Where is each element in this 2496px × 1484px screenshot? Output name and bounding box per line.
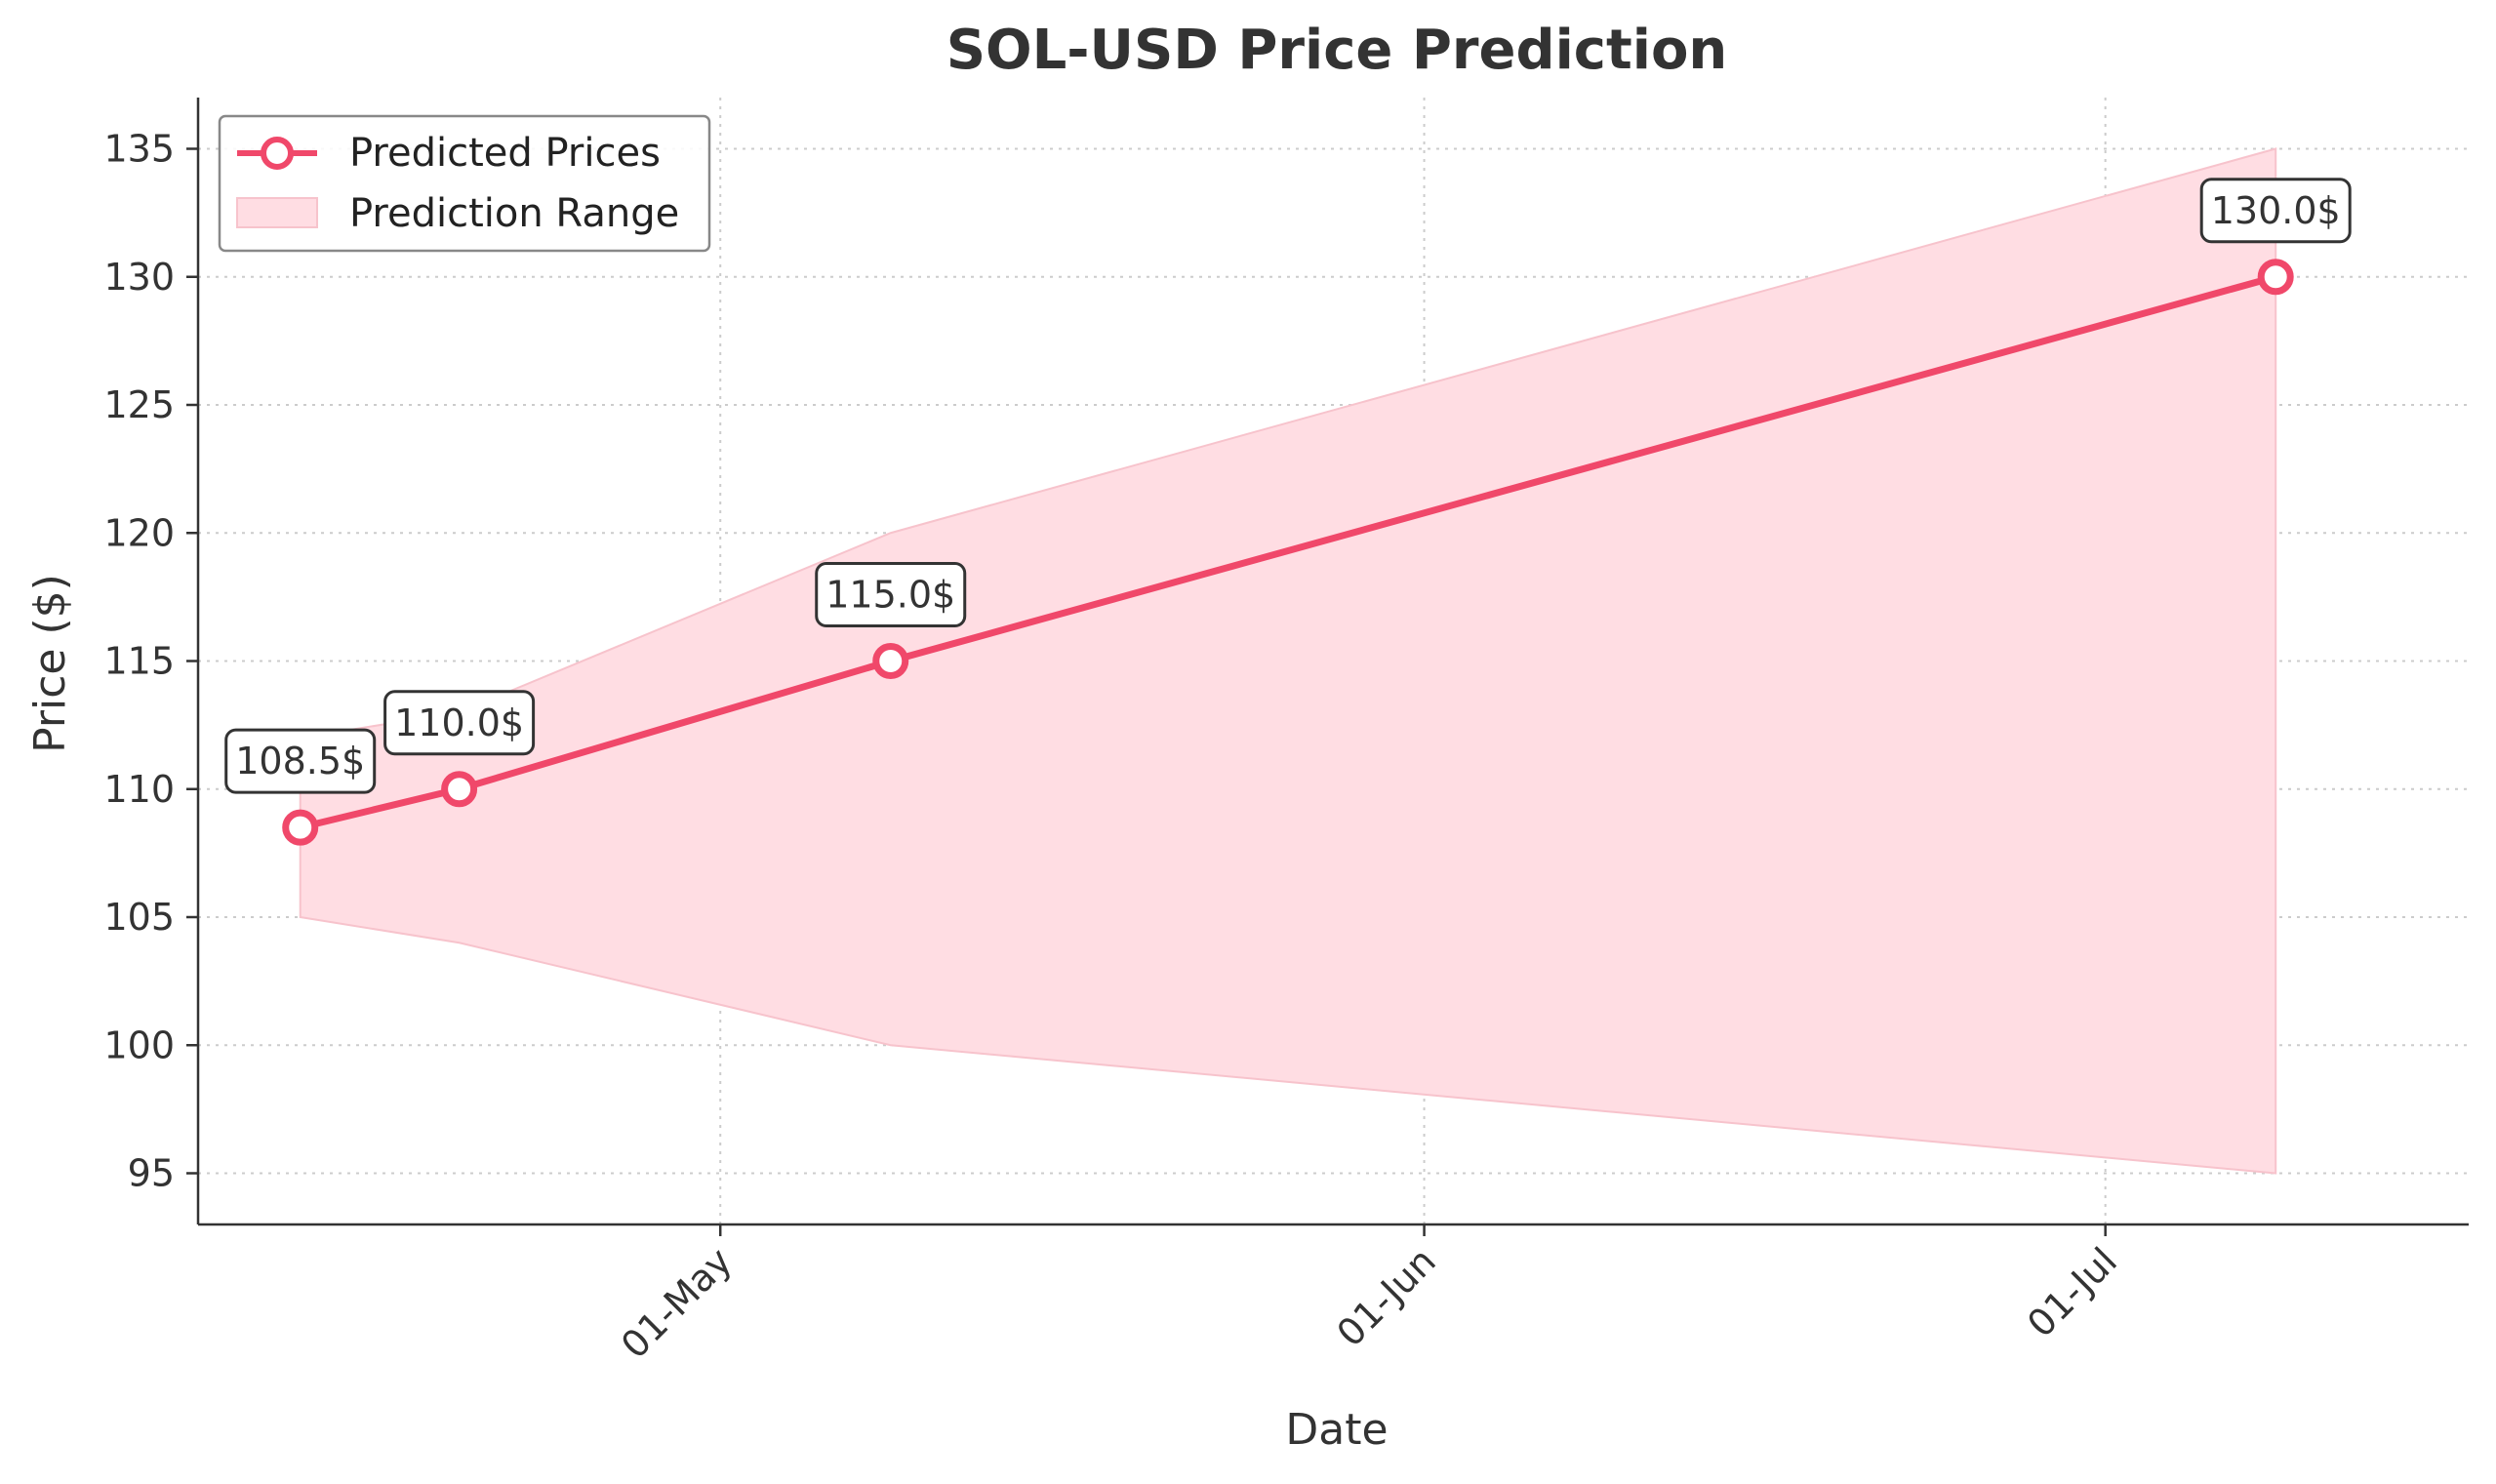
line-layer xyxy=(299,273,2277,831)
legend-marker-swatch xyxy=(261,137,294,170)
data-label: 110.0$ xyxy=(394,702,524,744)
x-tick-label: 01-Jun xyxy=(1328,1239,1443,1354)
data-label: 108.5$ xyxy=(235,740,365,782)
data-label-box xyxy=(2199,178,2352,244)
marker-layer xyxy=(282,259,2294,846)
data-label-box xyxy=(383,690,536,756)
predicted-price-marker xyxy=(872,643,909,679)
y-tick-label: 130 xyxy=(103,256,175,299)
x-axis-label: Date xyxy=(1285,1405,1388,1455)
data-label: 130.0$ xyxy=(2211,189,2341,232)
y-tick-label: 135 xyxy=(103,128,175,171)
data-label-box xyxy=(224,728,377,794)
legend-label-predicted: Predicted Prices xyxy=(349,131,661,176)
label-layer: 108.5$ 110.0$ 115.0$ 130.0$ xyxy=(224,178,2352,794)
y-tick-label: 120 xyxy=(103,511,175,554)
legend-range-swatch xyxy=(236,197,318,228)
data-label-box xyxy=(815,562,967,627)
legend: Predicted Prices Prediction Range xyxy=(218,114,711,253)
legend-label-range: Prediction Range xyxy=(349,191,679,236)
chart-title: SOL-USD Price Prediction xyxy=(946,19,1728,82)
legend-box xyxy=(218,114,711,253)
predicted-price-line xyxy=(299,273,2277,831)
data-label: 115.0$ xyxy=(825,574,955,617)
y-tick-label: 100 xyxy=(103,1023,175,1066)
predicted-price-marker xyxy=(2257,259,2294,296)
x-tick-label: 01-May xyxy=(613,1239,741,1367)
x-tick-label: 01-Jul xyxy=(2019,1239,2125,1345)
range-layer xyxy=(299,147,2277,1175)
y-tick-label: 95 xyxy=(128,1152,175,1195)
y-tick-label: 115 xyxy=(103,640,175,683)
y-tick-label: 125 xyxy=(103,383,175,426)
prediction-range-band xyxy=(299,147,2277,1175)
y-axis-label: Price ($) xyxy=(25,574,75,753)
predicted-price-marker xyxy=(441,771,478,808)
predicted-price-marker xyxy=(282,809,319,846)
y-tick-label: 110 xyxy=(103,768,175,811)
y-tick-label: 105 xyxy=(103,896,175,939)
